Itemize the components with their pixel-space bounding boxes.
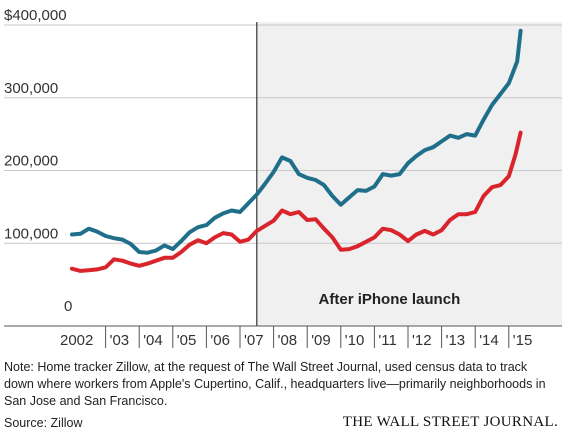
series-lines xyxy=(70,28,523,273)
x-tick-label: '09 xyxy=(311,332,331,349)
gridlines xyxy=(4,24,562,244)
x-tick-label: '03 xyxy=(110,332,130,349)
x-tick-label: '13 xyxy=(446,332,466,349)
chart-note: Note: Home tracker Zillow, at the reques… xyxy=(4,360,546,408)
y-tick-label: 200,000 xyxy=(4,153,58,170)
x-tick-label: '05 xyxy=(177,332,197,349)
y-tick-label: 0 xyxy=(64,298,72,315)
y-tick-label: 100,000 xyxy=(4,225,58,242)
publisher-logo: THE WALL STREET JOURNAL. xyxy=(342,414,558,430)
series-line-2 xyxy=(70,130,523,273)
y-axis-tick-labels: 0 100,000 200,000 300,000 $400,000 xyxy=(4,7,72,315)
x-tick-label: 2002 xyxy=(60,332,93,349)
series-line-1 xyxy=(70,28,523,255)
chart-source: Source: Zillow xyxy=(4,416,83,430)
x-tick-label: '04 xyxy=(143,332,163,349)
x-tick-label: '12 xyxy=(412,332,432,349)
x-tick-label: '15 xyxy=(513,332,533,349)
x-tick-label: '06 xyxy=(210,332,230,349)
x-tick-label: '07 xyxy=(244,332,264,349)
x-tick-label: '10 xyxy=(345,332,365,349)
shaded-region-label: After iPhone launch xyxy=(319,291,461,308)
x-tick-label: '14 xyxy=(479,332,499,349)
y-tick-label: $400,000 xyxy=(4,7,67,24)
x-tick-label: '08 xyxy=(278,332,298,349)
x-axis-tick-labels: 2002 '03 '04 '05 '06 '07 '08 '09 '10 '11 '12 '13 '14… xyxy=(60,326,532,349)
x-tick-label: '11 xyxy=(378,332,396,349)
y-tick-label: 300,000 xyxy=(4,80,58,97)
